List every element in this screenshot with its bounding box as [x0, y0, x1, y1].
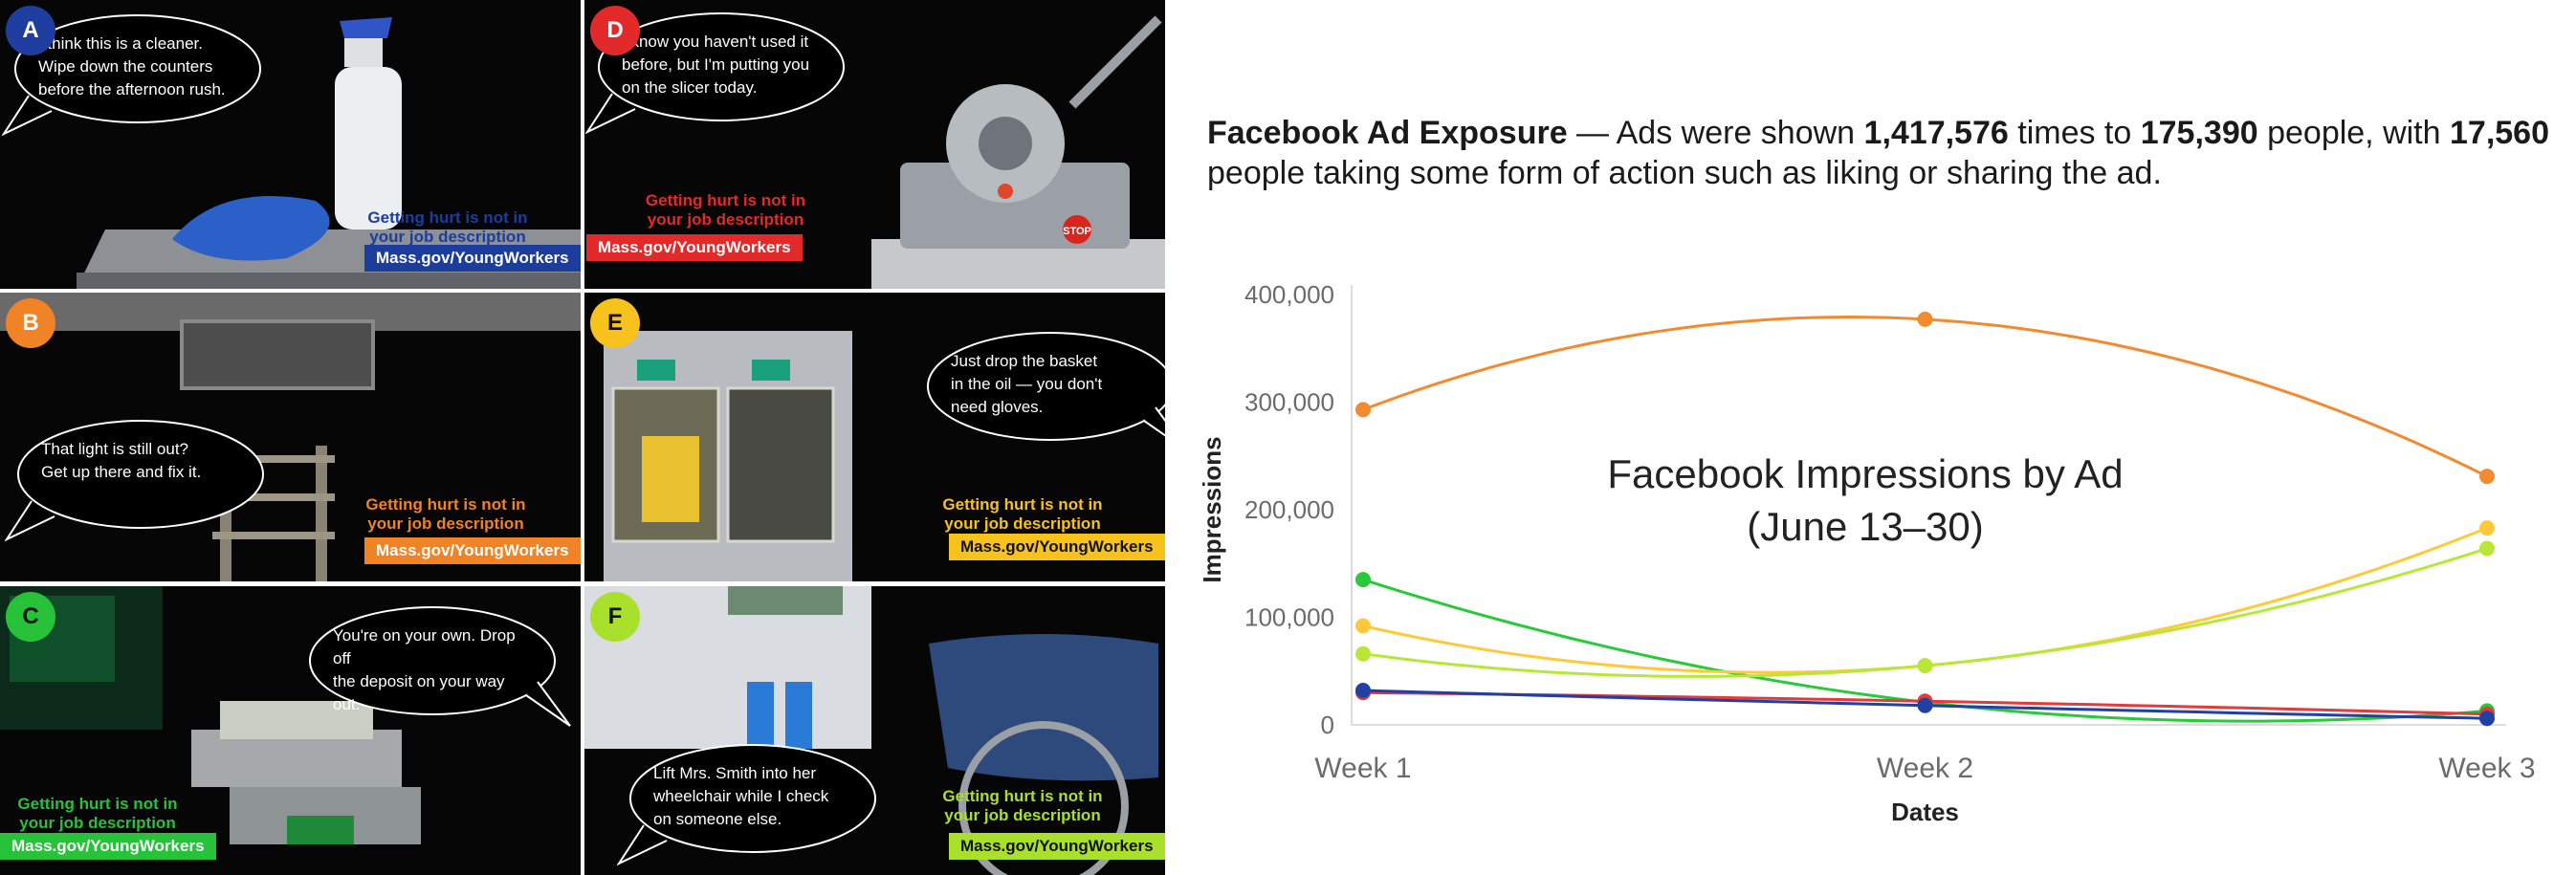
ad-slogan: Getting hurt is not in your job descript… [367, 208, 528, 246]
ad-url-banner: Mass.gov/YoungWorkers [364, 245, 581, 272]
speech-bubble: Lift Mrs. Smith into her wheelchair whil… [617, 741, 876, 866]
ad-url-banner: Mass.gov/YoungWorkers [586, 234, 803, 261]
x-tick-label: Week 3 [2438, 753, 2535, 784]
ad-panel-d: STOP I know you haven't used it before, b… [584, 0, 1165, 289]
y-axis-label: Impressions [1198, 436, 1226, 582]
speech-bubble-outline [927, 332, 1165, 441]
ad-quote: I think this is a cleaner. Wipe down the… [38, 34, 226, 98]
summary-lead: Facebook Ad Exposure [1207, 115, 1568, 151]
series-0-point-2 [2479, 469, 2495, 485]
summary-text-3: people, with [2257, 115, 2450, 151]
ad-quote: Just drop the basket in the oil — you do… [951, 352, 1103, 416]
ad-quote: I know you haven't used it before, but I… [622, 33, 810, 97]
series-0-point-1 [1917, 311, 1933, 327]
series-line-2 [1362, 526, 2488, 674]
chart-title: Facebook Impressions by Ad [1607, 451, 2123, 496]
impressions-line-chart: 0 100,000 200,000 300,000 400,000 Week 1 Week … [1198, 280, 2536, 826]
ad-quote: You're on your own. Drop off the deposit… [333, 626, 516, 713]
summary-actions: 17,560 [2450, 115, 2549, 151]
speech-bubble: I know you haven't used it before, but I… [585, 10, 845, 135]
speech-bubble-outline [309, 606, 571, 727]
ad-url-banner: Mass.gov/YoungWorkers [0, 833, 216, 860]
ad-letter-badge: C [6, 592, 55, 642]
y-tick-label: 0 [1321, 711, 1334, 739]
ladder-illustration [0, 293, 581, 581]
speech-bubble: You're on your own. Drop off the deposit… [297, 603, 571, 727]
summary-text-1: — Ads were shown [1567, 115, 1864, 151]
speech-bubble: I think this is a cleaner. Wipe down the… [2, 11, 261, 137]
ad-slogan: Getting hurt is not in your job descript… [365, 495, 526, 533]
fryer-illustration [604, 331, 852, 581]
svg-text:STOP: STOP [1063, 226, 1091, 237]
ad-letter-badge: A [6, 6, 55, 55]
ad-url-banner: Mass.gov/YoungWorkers [949, 833, 1165, 860]
ad-quote: That light is still out? Get up there an… [41, 440, 202, 481]
series-2-point-2 [2479, 520, 2495, 536]
meat-slicer-illustration: STOP [871, 15, 1165, 289]
ad-panel-e: Just drop the basket in the oil — you do… [584, 293, 1165, 581]
series-3-point-0 [1355, 645, 1371, 662]
y-tick-label: 200,000 [1244, 495, 1334, 524]
speech-bubble-outline [5, 420, 264, 542]
ad-url-banner: Mass.gov/YoungWorkers [364, 537, 581, 564]
ad-letter-badge: B [6, 298, 55, 348]
ad-letter-badge: D [590, 6, 640, 55]
summary-text-4: people taking some form of action such a… [1207, 155, 2162, 191]
speech-bubble-outline [2, 14, 261, 137]
series-5-point-1 [1917, 697, 1933, 713]
speech-bubble-outline [585, 12, 845, 135]
speech-bubble: That light is still out? Get up there an… [5, 417, 264, 542]
ad-panel-a: I think this is a cleaner. Wipe down the… [0, 0, 581, 289]
y-tick-label: 400,000 [1244, 280, 1334, 309]
ad-slogan: Getting hurt is not in your job descript… [942, 787, 1103, 824]
speech-bubble: Just drop the basket in the oil — you do… [914, 329, 1165, 442]
speech-bubble-outline [617, 744, 876, 866]
x-tick-label: Week 1 [1314, 753, 1411, 784]
summary-text-2: times to [2008, 115, 2141, 151]
ad-url-banner: Mass.gov/YoungWorkers [949, 534, 1165, 560]
series-3-point-2 [2479, 540, 2495, 557]
ad-slogan: Getting hurt is not in your job descript… [17, 795, 178, 832]
series-2-point-0 [1355, 618, 1371, 634]
ad-slogan: Getting hurt is not in your job descript… [645, 191, 806, 229]
y-tick-label: 300,000 [1244, 388, 1334, 417]
ad-panel-b: That light is still out? Get up there an… [0, 293, 581, 581]
series-1-point-0 [1355, 572, 1371, 588]
series-5-point-0 [1355, 683, 1371, 698]
x-axis-label: Dates [1891, 798, 1959, 826]
exposure-summary: Facebook Ad Exposure — Ads were shown 1,… [1207, 113, 2565, 193]
ad-quote: Lift Mrs. Smith into her wheelchair whil… [653, 764, 829, 828]
series-3-point-1 [1917, 658, 1933, 674]
wheelchair-illustration [584, 586, 1158, 875]
chart-subtitle: (June 13–30) [1747, 504, 1984, 549]
x-tick-label: Week 2 [1877, 753, 1973, 784]
ad-panel-f: Lift Mrs. Smith into her wheelchair whil… [584, 586, 1165, 875]
ad-letter-badge: F [590, 592, 640, 642]
series-0-point-0 [1355, 402, 1371, 418]
summary-people: 175,390 [2140, 115, 2258, 151]
series-5-point-2 [2479, 711, 2495, 727]
spray-bottle-illustration [77, 17, 581, 289]
y-tick-label: 100,000 [1244, 603, 1334, 632]
ad-grid: I think this is a cleaner. Wipe down the… [0, 0, 1167, 875]
summary-impressions: 1,417,576 [1863, 115, 2009, 151]
cash-register-illustration [0, 586, 421, 844]
ad-panel-c: You're on your own. Drop off the deposit… [0, 586, 581, 875]
ad-letter-badge: E [590, 298, 640, 348]
ad-slogan: Getting hurt is not in your job descript… [942, 495, 1103, 533]
